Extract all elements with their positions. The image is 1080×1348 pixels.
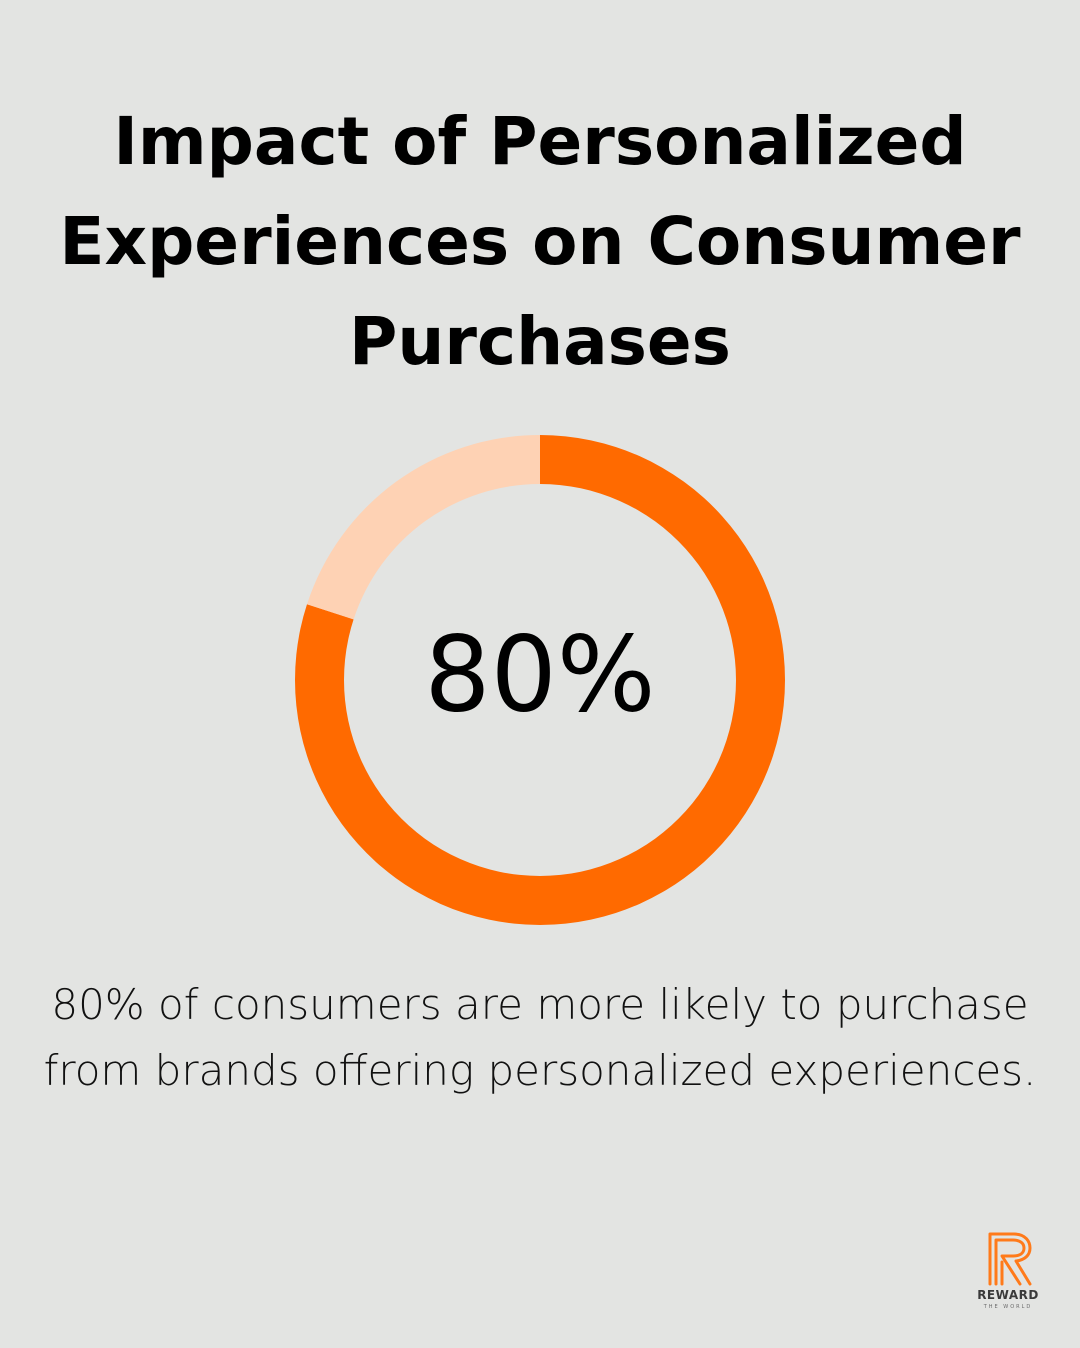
donut-svg: 80% [295,435,785,925]
logo-r-icon [988,1232,1032,1286]
chart-caption: 80% of consumers are more likely to purc… [43,980,1037,1095]
chart-title: Impact of Personalized Experiences on Co… [59,103,1021,380]
center-value-label: 80% [424,613,655,735]
brand-logo: REWARD THE WORLD [968,1228,1048,1328]
logo-tagline: THE WORLD [983,1304,1033,1310]
donut-slice-1 [306,435,540,620]
logo-wordmark: REWARD [977,1288,1039,1302]
donut-chart: 80% [290,430,790,930]
